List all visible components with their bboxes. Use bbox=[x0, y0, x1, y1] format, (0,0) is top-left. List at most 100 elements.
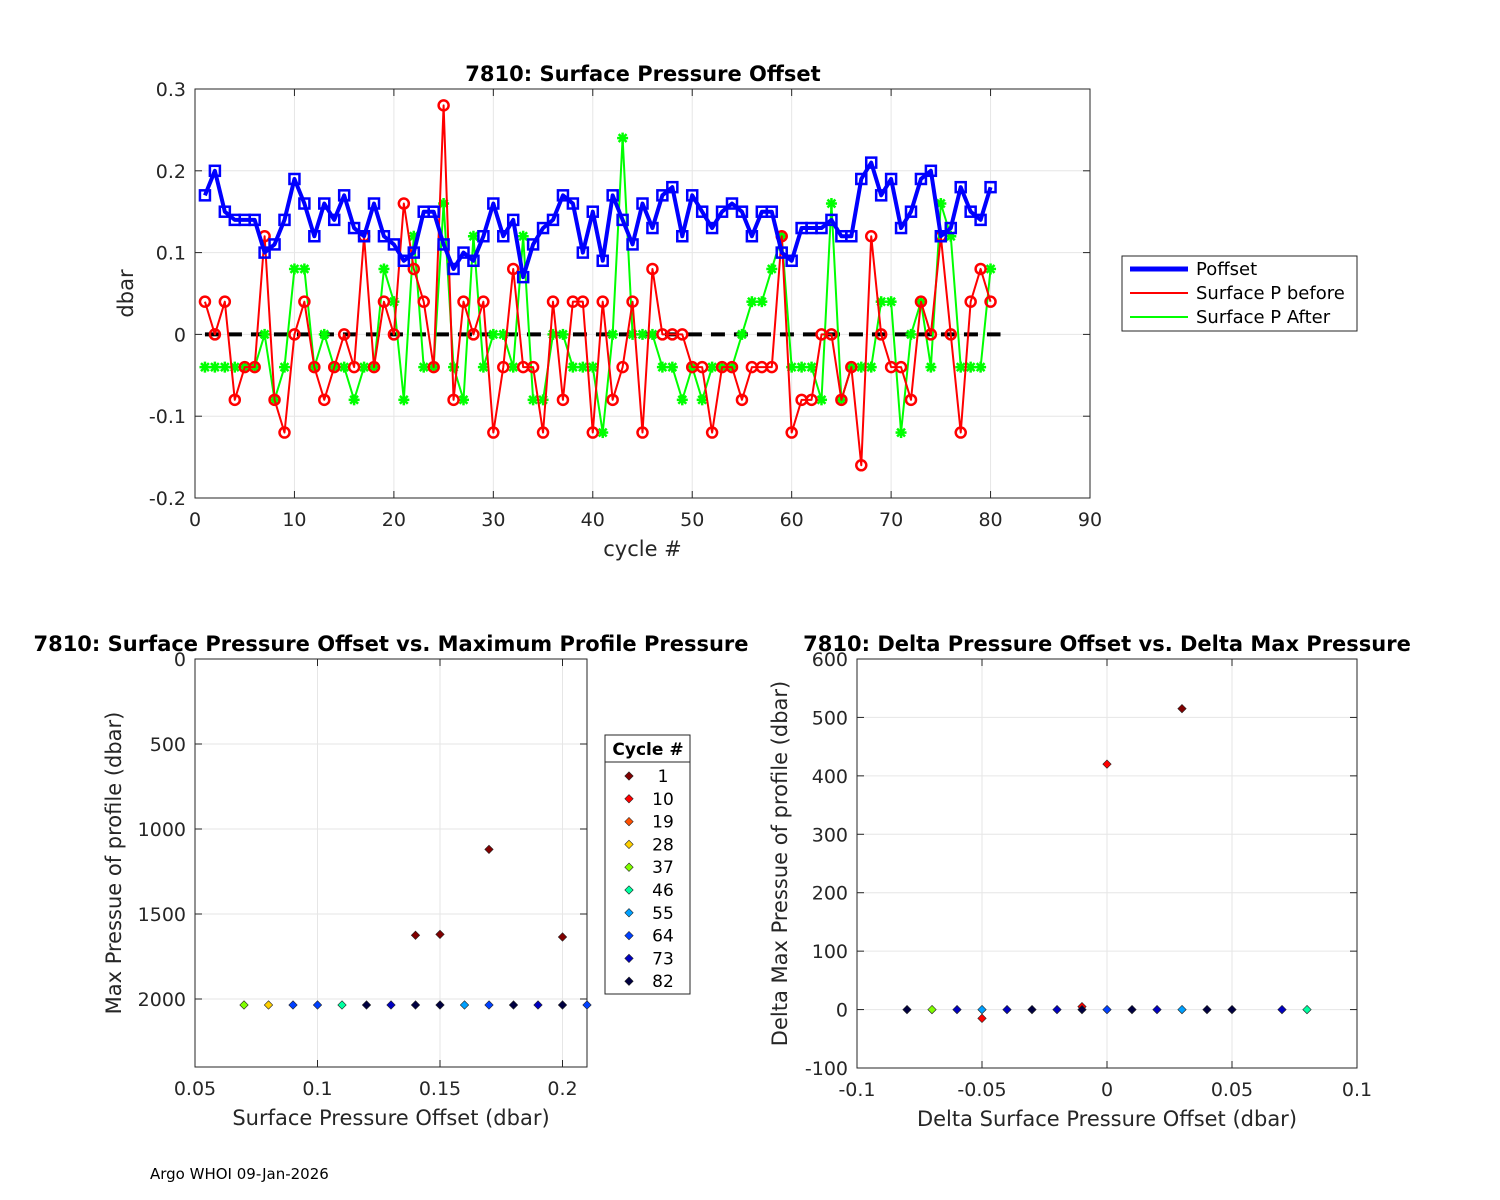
cycle-legend-label: 1 bbox=[658, 767, 669, 787]
delta-chart-y-tick-label: 300 bbox=[812, 824, 848, 846]
data-point bbox=[695, 205, 709, 218]
data-point bbox=[736, 328, 748, 340]
data-point bbox=[646, 221, 659, 235]
scatter-point bbox=[557, 1000, 568, 1010]
data-point bbox=[914, 172, 928, 186]
delta-chart-title: 7810: Delta Pressure Offset vs. Delta Ma… bbox=[803, 632, 1411, 656]
data-point bbox=[914, 295, 928, 308]
delta-chart-y-tick-label: 400 bbox=[812, 766, 848, 788]
data-point bbox=[725, 360, 739, 374]
data-point bbox=[347, 360, 361, 374]
data-point bbox=[228, 393, 242, 407]
data-point bbox=[735, 205, 749, 218]
data-point bbox=[806, 361, 818, 373]
data-point bbox=[208, 328, 222, 341]
data-point bbox=[985, 263, 997, 275]
data-point bbox=[268, 393, 281, 407]
data-point bbox=[855, 459, 868, 472]
delta-chart-y-tick-label: -100 bbox=[805, 1058, 848, 1080]
scatter-point bbox=[582, 1000, 592, 1010]
data-point bbox=[596, 295, 609, 308]
data-point bbox=[546, 295, 560, 308]
data-point bbox=[327, 213, 341, 227]
scatter-point bbox=[977, 1004, 987, 1015]
data-point bbox=[954, 180, 967, 194]
data-point bbox=[636, 426, 649, 439]
data-point bbox=[685, 189, 699, 202]
data-point bbox=[298, 263, 310, 275]
data-point bbox=[308, 360, 321, 374]
data-point bbox=[656, 189, 669, 202]
data-point bbox=[259, 328, 271, 340]
data-point bbox=[367, 360, 381, 374]
data-point bbox=[377, 295, 391, 308]
data-point bbox=[835, 393, 848, 407]
data-point bbox=[964, 295, 977, 308]
scatter-point bbox=[312, 1000, 323, 1010]
data-point bbox=[904, 205, 918, 218]
max-pressure-chart-x-tick-label: 0.15 bbox=[419, 1078, 461, 1100]
max-pressure-points bbox=[239, 844, 592, 1010]
data-point bbox=[637, 328, 648, 340]
offset-chart-y-tick-label: -0.1 bbox=[149, 406, 186, 428]
data-point bbox=[248, 360, 261, 374]
delta-chart-x-tick-label: 0 bbox=[1101, 1079, 1113, 1101]
scatter-point bbox=[1102, 1004, 1112, 1015]
data-point bbox=[607, 328, 619, 340]
cycle-legend-label: 19 bbox=[652, 813, 674, 833]
scatter-point bbox=[386, 1000, 396, 1010]
scatter-point bbox=[1227, 1004, 1237, 1015]
data-point bbox=[984, 180, 997, 194]
data-point bbox=[566, 197, 580, 210]
data-point bbox=[894, 360, 908, 374]
footer-credit: Argo WHOI 09-Jan-2026 bbox=[150, 1165, 329, 1183]
cycle-legend-swatch bbox=[624, 794, 634, 804]
data-point bbox=[646, 262, 659, 276]
data-point bbox=[596, 254, 609, 268]
scatter-point bbox=[410, 930, 421, 940]
data-point bbox=[626, 238, 639, 251]
max-pressure-chart-y-tick-label: 2000 bbox=[138, 989, 186, 1011]
offset-chart-x-tick-label: 40 bbox=[581, 509, 605, 531]
data-point bbox=[924, 328, 938, 341]
legend-label: Poffset bbox=[1196, 259, 1257, 280]
scatter-point bbox=[533, 1000, 543, 1010]
data-point bbox=[417, 295, 430, 308]
scatter-point bbox=[435, 1000, 445, 1010]
data-point bbox=[845, 229, 858, 243]
offset-chart-x-axis-label: cycle # bbox=[603, 537, 682, 561]
data-point bbox=[676, 394, 688, 406]
cycle-legend-title: Cycle # bbox=[612, 740, 683, 760]
data-point bbox=[576, 295, 590, 308]
data-point bbox=[705, 221, 719, 235]
offset-chart-axes: 0 10 20 30 40 50 60 70 80 90 -0.2 -0.1 0 0.1 0.2 0.3 bbox=[149, 79, 1102, 531]
data-point bbox=[815, 221, 828, 235]
data-point bbox=[587, 361, 599, 373]
scatter-point bbox=[508, 1000, 519, 1010]
data-point bbox=[766, 263, 778, 275]
data-point bbox=[964, 205, 977, 218]
data-point bbox=[944, 221, 958, 235]
cycle-legend-swatch bbox=[624, 885, 634, 895]
delta-chart-y-axis-label: Delta Max Pressue of profile (dbar) bbox=[768, 681, 792, 1046]
delta-chart-y-tick-label: 200 bbox=[812, 883, 848, 905]
data-point bbox=[458, 394, 469, 406]
data-point bbox=[477, 295, 490, 308]
data-point bbox=[398, 394, 410, 406]
scatter-point bbox=[337, 1000, 347, 1010]
data-point bbox=[955, 361, 967, 373]
data-point bbox=[785, 254, 798, 268]
data-point bbox=[746, 296, 758, 308]
data-point bbox=[447, 393, 460, 407]
offset-chart-x-tick-label: 20 bbox=[382, 509, 406, 531]
offset-chart-x-tick-label: 70 bbox=[879, 509, 903, 531]
cycle-legend-label: 37 bbox=[652, 858, 674, 878]
offset-chart-y-tick-label: 0 bbox=[174, 324, 186, 346]
data-point bbox=[904, 393, 918, 407]
offset-chart-y-axis-label: dbar bbox=[114, 269, 138, 318]
data-point bbox=[218, 205, 232, 218]
data-point bbox=[318, 197, 331, 210]
data-point bbox=[556, 189, 570, 202]
data-point bbox=[288, 172, 301, 186]
